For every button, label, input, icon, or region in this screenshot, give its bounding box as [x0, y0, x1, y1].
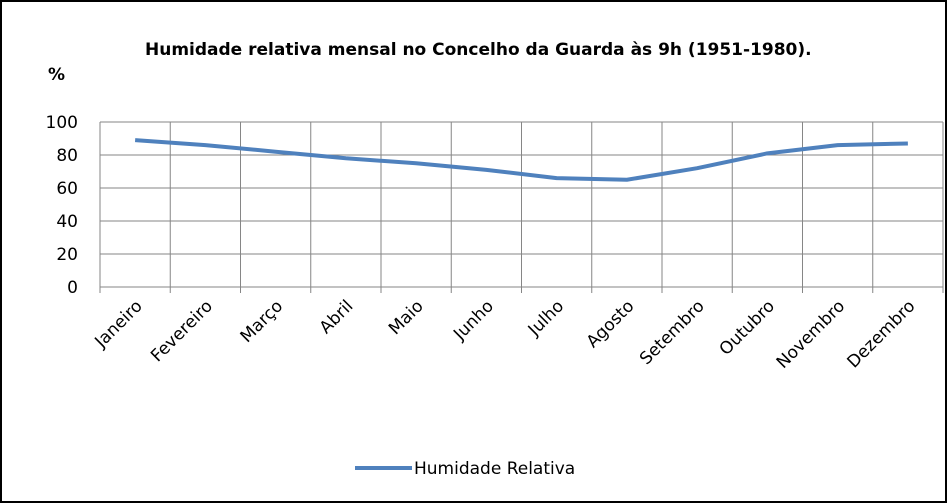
y-tick-label: 40: [56, 212, 78, 232]
y-tick-label: 80: [56, 146, 78, 166]
y-tick-label: 100: [46, 113, 78, 133]
legend-label: Humidade Relativa: [414, 459, 575, 479]
y-tick-label: 60: [56, 179, 78, 199]
data-line: [134, 138, 908, 182]
y-tick-label: 0: [67, 278, 78, 298]
y-axis-label: %: [48, 65, 65, 85]
y-tick-label: 20: [56, 245, 78, 265]
chart-title: Humidade relativa mensal no Concelho da …: [145, 40, 812, 60]
